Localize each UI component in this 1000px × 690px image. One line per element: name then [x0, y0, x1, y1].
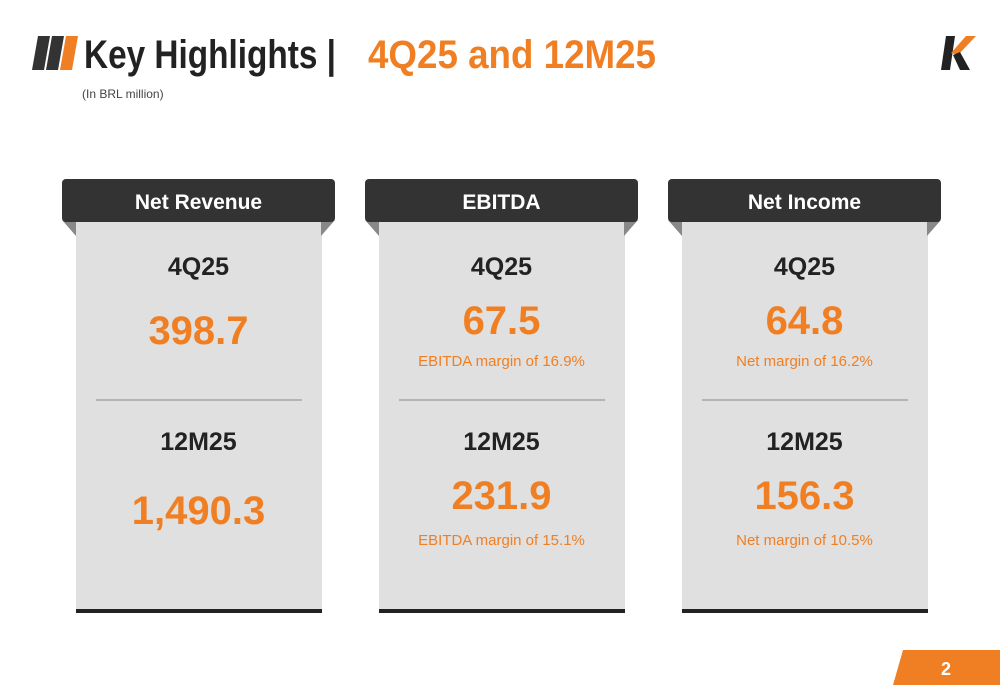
card-fold [624, 220, 638, 236]
period-value: 64.8 [766, 299, 844, 343]
card-body [379, 222, 625, 612]
page-number-box [893, 650, 1000, 685]
card-fold [927, 220, 941, 236]
card-bottom-border [76, 609, 322, 613]
period-value: 67.5 [463, 299, 541, 343]
card-fold [668, 220, 682, 236]
card-body [76, 222, 322, 612]
card-bottom-border [379, 609, 625, 613]
period-note: EBITDA margin of 15.1% [418, 532, 585, 549]
card-fold [321, 220, 335, 236]
page-number: 2 [941, 659, 951, 679]
period-note: EBITDA margin of 16.9% [418, 353, 585, 370]
card-title: EBITDA [462, 191, 540, 214]
period-label: 12M25 [463, 428, 540, 456]
period-value: 156.3 [754, 474, 854, 518]
card-fold [62, 220, 76, 236]
cards: Net Revenue 4Q25 398.7 12M25 1,490.3 EBITDA 4Q… [62, 179, 941, 613]
period-value: 231.9 [451, 474, 551, 518]
title: Key Highlights | [84, 33, 336, 77]
period-label: 12M25 [766, 428, 843, 456]
card-bottom-border [682, 609, 928, 613]
card-header [365, 179, 638, 222]
period-value: 398.7 [148, 309, 248, 353]
period-label: 4Q25 [168, 253, 229, 281]
title-icon [32, 36, 78, 70]
logo [941, 36, 976, 70]
period-note: Net margin of 16.2% [736, 353, 873, 370]
period-label: 4Q25 [471, 253, 532, 281]
period-value: 1,490.3 [132, 489, 265, 533]
card-body [682, 222, 928, 612]
period-label: 4Q25 [774, 253, 835, 281]
card-title: Net Income [748, 191, 861, 214]
card-header [668, 179, 941, 222]
period-label: 12M25 [160, 428, 237, 456]
card-header [62, 179, 335, 222]
card-title: Net Revenue [135, 191, 262, 214]
card-fold [365, 220, 379, 236]
period-note: Net margin of 10.5% [736, 532, 873, 549]
title-highlight: 4Q25 and 12M25 [368, 33, 656, 77]
subtitle: (In BRL million) [82, 87, 164, 101]
